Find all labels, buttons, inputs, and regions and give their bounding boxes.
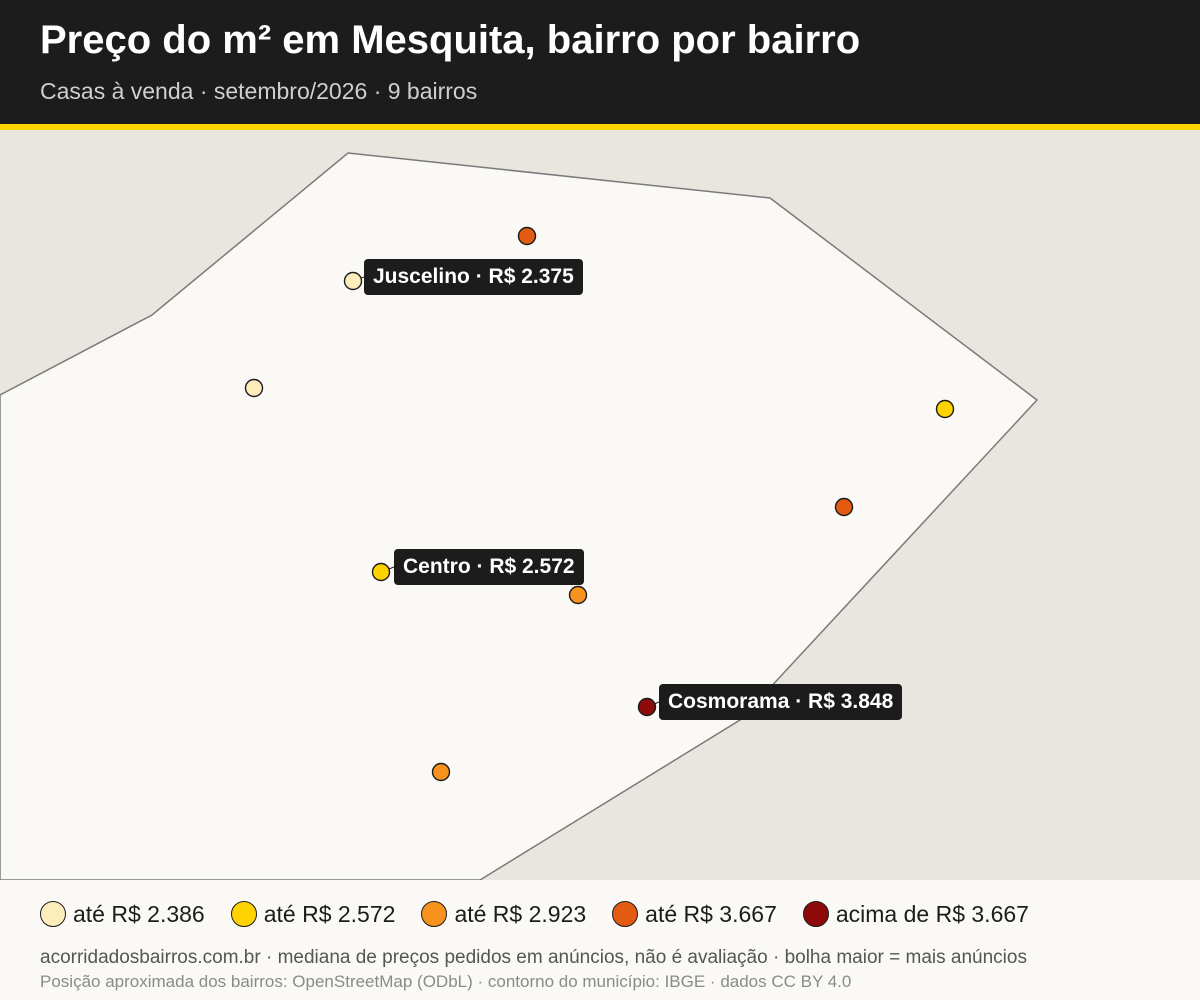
callout-cosmorama: Cosmorama · R$ 3.848 <box>659 684 903 720</box>
footnote: acorridadosbairros.com.br · mediana de p… <box>40 947 1027 968</box>
legend-swatch-class-2 <box>230 901 257 927</box>
legend-swatch-class-5 <box>802 901 829 927</box>
header-bar: Preço do m² em Mesquita, bairro por bair… <box>0 0 1200 124</box>
marker-cosmorama[interactable] <box>637 697 657 717</box>
neighborhood-marker[interactable] <box>834 497 854 517</box>
neighborhood-marker[interactable] <box>568 585 588 605</box>
legend-swatch-class-4 <box>612 901 639 927</box>
legend: até R$ 2.386 até R$ 2.572 até R$ 2.923 a… <box>40 892 1170 936</box>
legend-label-class-5: acima de R$ 3.667 <box>835 900 1029 927</box>
neighborhood-markers <box>244 226 955 782</box>
neighborhood-marker[interactable] <box>431 762 451 782</box>
credits: Posição aproximada dos bairros: OpenStre… <box>40 972 852 991</box>
legend-label-class-4: até R$ 3.667 <box>645 900 777 927</box>
legend-item-class-4: até R$ 3.667 <box>612 901 777 928</box>
legend-item-class-2: até R$ 2.572 <box>230 900 396 928</box>
map-canvas[interactable] <box>0 130 1200 880</box>
callout-juscelino: Juscelino · R$ 2.375 <box>364 259 583 295</box>
page-title: Preço do m² em Mesquita, bairro por bair… <box>40 18 861 62</box>
legend-label-class-1: até R$ 2.386 <box>73 900 205 927</box>
page-subtitle: Casas à venda · setembro/2026 · 9 bairro… <box>40 78 478 104</box>
neighborhood-marker[interactable] <box>517 226 537 246</box>
legend-swatch-class-1 <box>40 901 66 927</box>
callout-centro: Centro · R$ 2.572 <box>394 549 584 585</box>
municipality-boundary <box>0 152 1039 880</box>
neighborhood-marker[interactable] <box>935 399 955 419</box>
map-area[interactable]: Juscelino · R$ 2.375 Centro · R$ 2.572 C… <box>0 130 1200 880</box>
legend-swatch-class-3 <box>421 901 448 927</box>
legend-label-class-3: até R$ 2.923 <box>454 900 587 927</box>
neighborhood-marker[interactable] <box>244 378 264 398</box>
legend-label-class-2: até R$ 2.572 <box>263 900 396 927</box>
marker-juscelino[interactable] <box>343 271 363 291</box>
legend-item-class-5: acima de R$ 3.667 <box>802 900 1029 928</box>
legend-item-class-1: até R$ 2.386 <box>40 901 205 928</box>
legend-item-class-3: até R$ 2.923 <box>421 901 586 928</box>
marker-centro[interactable] <box>371 562 391 582</box>
accent-stripe <box>0 124 1200 130</box>
